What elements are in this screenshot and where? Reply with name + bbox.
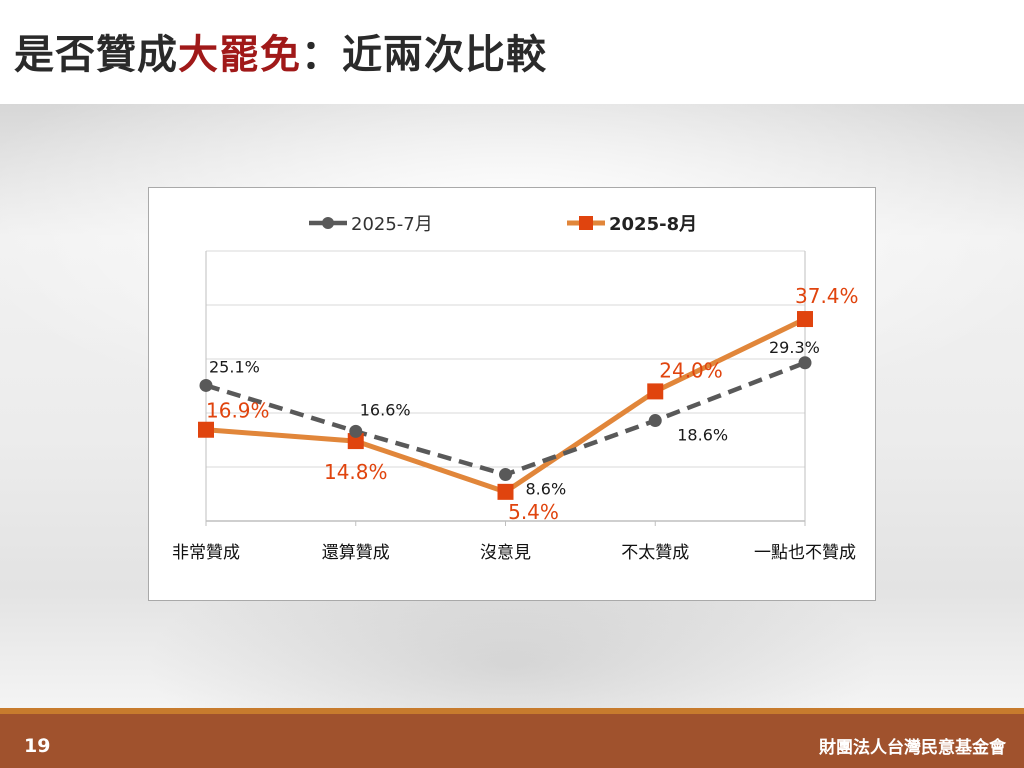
legend-marker-square bbox=[579, 216, 593, 230]
data-label-2025-8: 16.9% bbox=[206, 399, 270, 423]
data-point-2025-7 bbox=[349, 424, 363, 438]
data-label-2025-7: 18.6% bbox=[677, 426, 728, 445]
data-point-2025-8 bbox=[347, 433, 364, 450]
x-tick-label: 非常贊成 bbox=[172, 543, 240, 563]
data-point-2025-8 bbox=[647, 383, 664, 400]
data-point-2025-7 bbox=[499, 468, 512, 482]
x-tick-label: 沒意見 bbox=[480, 543, 531, 563]
data-point-2025-7 bbox=[798, 356, 812, 370]
organization-name: 財團法人台灣民意基金會 bbox=[819, 738, 1006, 758]
x-tick-label: 一點也不贊成 bbox=[754, 543, 856, 563]
chart-panel: 非常贊成 還算贊成 沒意見 不太贊成 一點也不贊成 2025-7月 2025-8月 25.1%… bbox=[148, 187, 876, 601]
data-label-2025-8: 24.0% bbox=[659, 358, 723, 382]
data-label-2025-8: 5.4% bbox=[508, 500, 559, 524]
slide-title: 是否贊成大罷免：近兩次比較 bbox=[14, 22, 547, 80]
page-number: 19 bbox=[24, 735, 51, 757]
title-suffix: ：近兩次比較 bbox=[301, 32, 547, 78]
title-bar: 是否贊成大罷免：近兩次比較 bbox=[0, 0, 1024, 104]
x-tick-label: 還算贊成 bbox=[322, 543, 390, 563]
data-point-2025-7 bbox=[648, 414, 662, 428]
footer-bar bbox=[0, 708, 1024, 768]
series-line-2025-8 bbox=[205, 316, 807, 495]
data-point-2025-7 bbox=[199, 378, 213, 392]
data-label-2025-7: 29.3% bbox=[769, 338, 820, 357]
data-point-2025-8 bbox=[497, 483, 514, 500]
legend-label: 2025-7月 bbox=[351, 214, 433, 235]
data-point-2025-8 bbox=[198, 421, 214, 438]
data-label-2025-7: 16.6% bbox=[360, 400, 411, 419]
legend-label: 2025-8月 bbox=[609, 214, 697, 235]
legend-marker-circle bbox=[322, 217, 334, 229]
footer-accent-line bbox=[0, 708, 1024, 714]
data-label-2025-8: 14.8% bbox=[324, 460, 388, 484]
data-label-2025-7: 25.1% bbox=[209, 357, 260, 376]
line-chart: 非常贊成 還算贊成 沒意見 不太贊成 一點也不贊成 2025-7月 2025-8月 25.1%… bbox=[172, 214, 859, 563]
data-label-2025-7: 8.6% bbox=[526, 480, 567, 499]
x-tick-label: 不太贊成 bbox=[621, 543, 689, 563]
title-prefix: 是否贊成 bbox=[14, 32, 178, 78]
title-accent: 大罷免 bbox=[178, 32, 301, 78]
data-label-2025-8: 37.4% bbox=[795, 284, 859, 308]
data-point-2025-8 bbox=[797, 311, 813, 328]
